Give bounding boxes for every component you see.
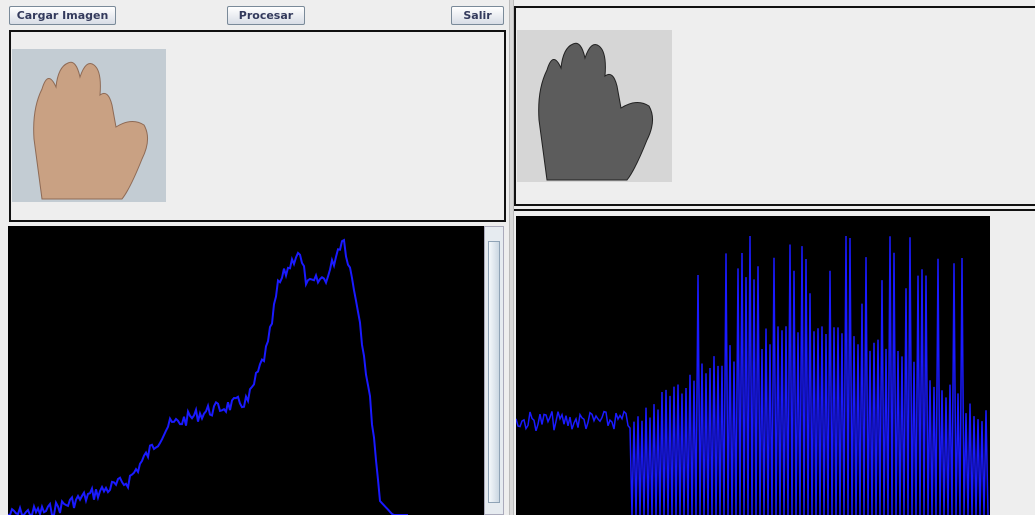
app-window: Cargar Imagen Procesar Salir (() => { co… (0, 0, 1035, 515)
original-histogram (8, 226, 484, 515)
process-button[interactable]: Procesar (227, 6, 305, 25)
scrollbar-thumb[interactable] (488, 241, 500, 503)
processed-histogram (516, 216, 990, 515)
processed-image (517, 30, 672, 182)
scrollbar[interactable] (484, 226, 504, 515)
exit-button[interactable]: Salir (451, 6, 504, 25)
original-image (12, 49, 166, 202)
load-image-button[interactable]: Cargar Imagen (9, 6, 116, 25)
